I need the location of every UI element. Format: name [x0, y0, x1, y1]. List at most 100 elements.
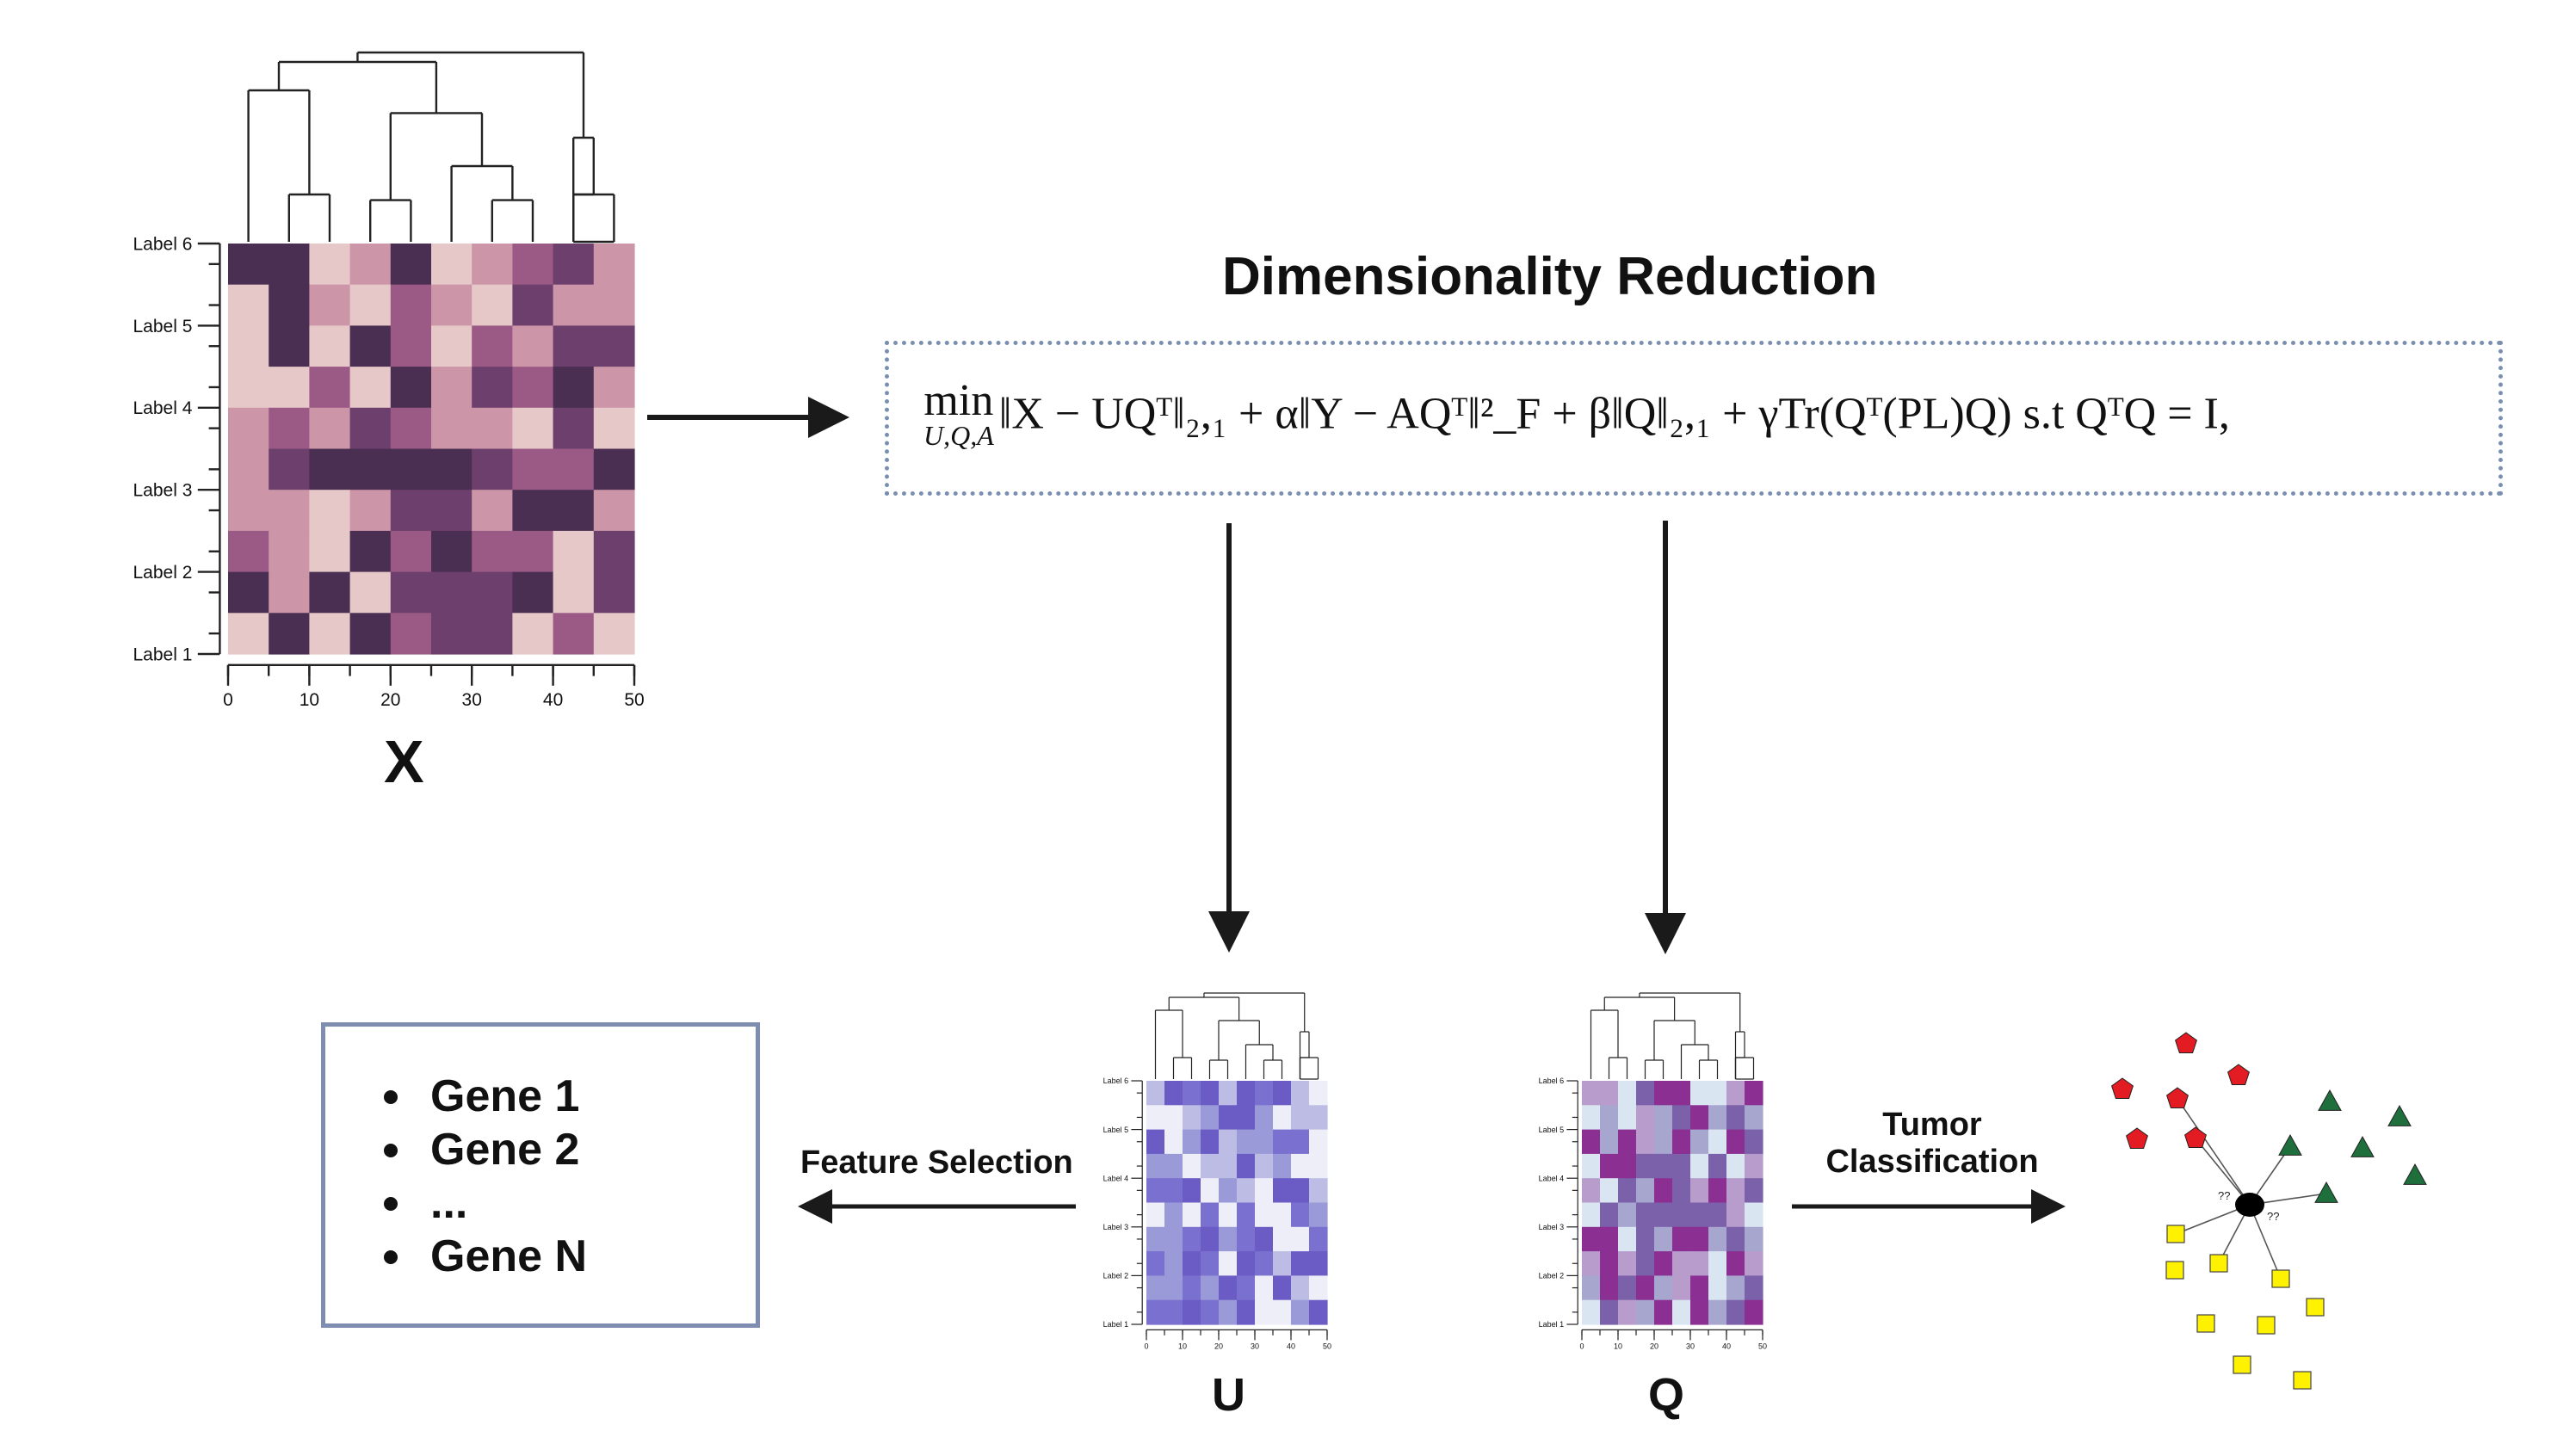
heatmap-cell	[269, 490, 310, 532]
x-tick-label: 20	[1650, 1342, 1658, 1350]
heatmap-cell	[1654, 1105, 1673, 1131]
heatmap-cell	[553, 490, 595, 532]
heatmap-cell	[1309, 1275, 1328, 1301]
heatmap-cell	[1582, 1251, 1601, 1276]
heatmap-cell	[1690, 1129, 1709, 1155]
heatmap-cell	[1582, 1129, 1601, 1155]
row-label: Label 4	[1103, 1174, 1129, 1182]
class-pentagon-point	[2166, 1087, 2189, 1108]
heatmap-cell	[1146, 1202, 1165, 1228]
heatmap-cell	[228, 244, 269, 286]
heatmap-cell	[553, 367, 595, 409]
heatmap-cell	[1164, 1153, 1183, 1179]
heatmap-cell	[1600, 1105, 1619, 1131]
heatmap-cell	[512, 244, 554, 286]
heatmap-cell	[1745, 1153, 1763, 1179]
heatmap-cell	[1309, 1251, 1328, 1276]
heatmap-cell	[1309, 1178, 1328, 1204]
heatmap-cell	[1164, 1129, 1183, 1155]
x-tick-label: 10	[1614, 1342, 1622, 1350]
heatmap-cell	[472, 284, 513, 326]
neighbor-link	[2177, 1098, 2251, 1206]
heatmap-cell	[1255, 1251, 1274, 1276]
heatmap-cell	[349, 407, 392, 450]
heatmap-cell	[1219, 1251, 1238, 1276]
heatmap-cell	[1146, 1275, 1165, 1301]
heatmap-cell	[1690, 1178, 1709, 1204]
diagram-title: Dimensionality Reduction	[1222, 247, 1878, 306]
heatmap-cell	[1708, 1202, 1727, 1228]
heatmap-cell	[1146, 1251, 1165, 1276]
heatmap-cell	[512, 325, 554, 367]
heatmap-cell	[553, 530, 595, 573]
heatmap-cell	[472, 325, 513, 367]
objective-formula-box: min U,Q,A ‖X − UQᵀ‖₂,₁ + α‖Y − AQᵀ‖²_F +…	[885, 341, 2503, 496]
heatmap-cell	[1582, 1202, 1601, 1228]
heatmap-cell	[390, 530, 432, 573]
heatmap-cell	[390, 367, 432, 409]
heatmap-cell	[309, 367, 351, 409]
heatmap-cell	[309, 407, 351, 450]
matrix-x-group: Label 6 Label 5 Label 4 Label 3 Label 2 Label…	[133, 51, 645, 710]
matrix-q-group: Label 6 Label 5 Label 4 Label 3 Label 2 Label…	[1539, 992, 1767, 1350]
row-label: Label 5	[133, 317, 192, 336]
heatmap-cell	[1146, 1129, 1165, 1155]
heatmap-cell	[1636, 1105, 1655, 1131]
heatmap-cell	[1291, 1202, 1310, 1228]
class-triangle-point	[2403, 1163, 2427, 1185]
heatmap-cell	[1654, 1275, 1673, 1301]
heatmap-cell	[1654, 1081, 1673, 1106]
heatmap-cell	[349, 530, 392, 573]
heatmap-cell	[1582, 1275, 1601, 1301]
heatmap-cell	[1654, 1299, 1673, 1325]
heatmap-cell	[1636, 1275, 1655, 1301]
heatmap-cell	[1726, 1226, 1745, 1252]
heatmap-cell	[1600, 1202, 1619, 1228]
gene-item: Gene 2	[377, 1123, 587, 1176]
heatmap-cell	[349, 490, 392, 532]
heatmap-cell	[349, 325, 392, 367]
heatmap-cell	[1690, 1226, 1709, 1252]
x-tick-label: 50	[1323, 1342, 1331, 1350]
heatmap-cell	[1273, 1226, 1292, 1252]
heatmap-cell	[390, 244, 432, 286]
heatmap-cell	[1164, 1202, 1183, 1228]
gene-item: ...	[377, 1176, 587, 1230]
heatmap-cell	[1273, 1299, 1292, 1325]
heatmap-cell	[1654, 1129, 1673, 1155]
query-label: ??	[2218, 1189, 2230, 1202]
heatmap-cell	[1636, 1178, 1655, 1204]
heatmap-cell	[472, 613, 513, 655]
heatmap-cell	[1708, 1178, 1727, 1204]
heatmap-cell	[309, 284, 351, 326]
heatmap-cell	[1600, 1178, 1619, 1204]
heatmap-cell	[349, 244, 392, 286]
heatmap-cell	[512, 613, 554, 655]
heatmap-cell	[1183, 1299, 1201, 1325]
heatmap-cell	[1146, 1299, 1165, 1325]
heatmap-cell	[1291, 1081, 1310, 1106]
heatmap-cell	[1183, 1226, 1201, 1252]
selected-genes-box: Gene 1 Gene 2 ... Gene N	[321, 1022, 760, 1328]
heatmap-cell	[593, 284, 635, 326]
gene-item: Gene 1	[377, 1070, 587, 1123]
heatmap-cell	[1600, 1275, 1619, 1301]
heatmap-cell	[1164, 1299, 1183, 1325]
class-triangle-point	[2314, 1181, 2338, 1203]
heatmap-cell	[1726, 1202, 1745, 1228]
heatmap-cell	[269, 325, 310, 367]
heatmap-cell	[553, 571, 595, 614]
heatmap-cell	[1219, 1202, 1238, 1228]
heatmap-cell	[1745, 1105, 1763, 1131]
heatmap-cell	[1745, 1226, 1763, 1252]
heatmap-cell	[1164, 1251, 1183, 1276]
objective-formula: min U,Q,A ‖X − UQᵀ‖₂,₁ + α‖Y − AQᵀ‖²_F +…	[923, 379, 2230, 450]
heatmap-cell	[1618, 1299, 1637, 1325]
row-label: Label 4	[133, 398, 192, 418]
heatmap-cell	[1255, 1226, 1274, 1252]
row-label: Label 2	[133, 563, 192, 583]
heatmap-cell	[1708, 1105, 1727, 1131]
heatmap-cell	[1219, 1226, 1238, 1252]
heatmap-cell	[1745, 1275, 1763, 1301]
x-tick-label: 20	[380, 690, 400, 710]
